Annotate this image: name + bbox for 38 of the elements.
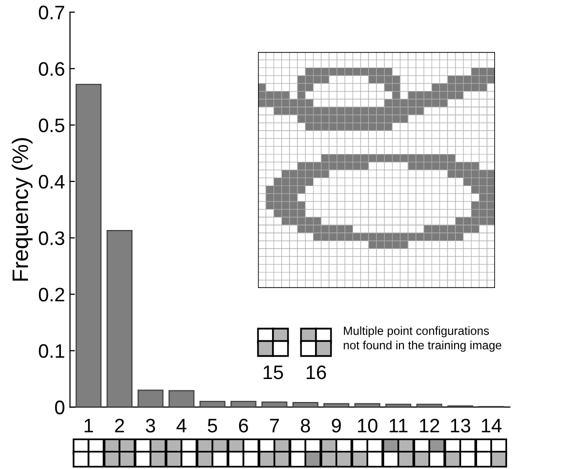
bar: [354, 403, 380, 408]
x-tick-label: 13: [450, 418, 470, 432]
y-tick-label: 0.4: [38, 174, 65, 189]
bar: [200, 400, 226, 408]
bar: [76, 84, 102, 408]
y-tick-label: 0.5: [38, 118, 64, 132]
x-tick-label: 12: [420, 418, 440, 432]
bar: [261, 401, 288, 408]
annotation: 16: [306, 365, 326, 380]
x-tick-label: 8: [300, 418, 310, 432]
bar: [292, 402, 318, 408]
x-tick-label: 14: [482, 418, 502, 432]
x-tick-label: 10: [358, 418, 378, 432]
y-tick-label: 0.1: [38, 344, 64, 358]
bar: [106, 230, 132, 408]
x-tick-label: 9: [332, 418, 341, 432]
bar: [323, 403, 350, 408]
x-tick-label: 2: [115, 418, 124, 432]
y-axis-title: Frequency (%): [12, 138, 33, 281]
bar: [168, 390, 194, 408]
x-tick-label: 1: [84, 418, 94, 432]
y-tick-label: 0.3: [38, 231, 64, 246]
y-tick-label: 0: [55, 400, 64, 414]
x-tick-label: 7: [270, 418, 279, 432]
x-tick-label: 5: [208, 418, 218, 432]
bar: [416, 404, 442, 408]
y-tick-label: 0.7: [38, 6, 64, 20]
x-tick-label: 4: [176, 418, 186, 432]
bar: [138, 390, 164, 408]
x-tick-label: 3: [146, 418, 156, 432]
annotation: 15: [264, 366, 283, 380]
x-tick-label: 6: [239, 418, 248, 432]
annotation: Multiple point configurations not found in the training image: [344, 326, 502, 352]
x-tick-label: 11: [390, 418, 408, 432]
bar: [385, 404, 412, 408]
y-tick-label: 0.2: [38, 288, 64, 302]
y-tick-label: 0.6: [38, 62, 64, 76]
bar: [230, 400, 256, 408]
